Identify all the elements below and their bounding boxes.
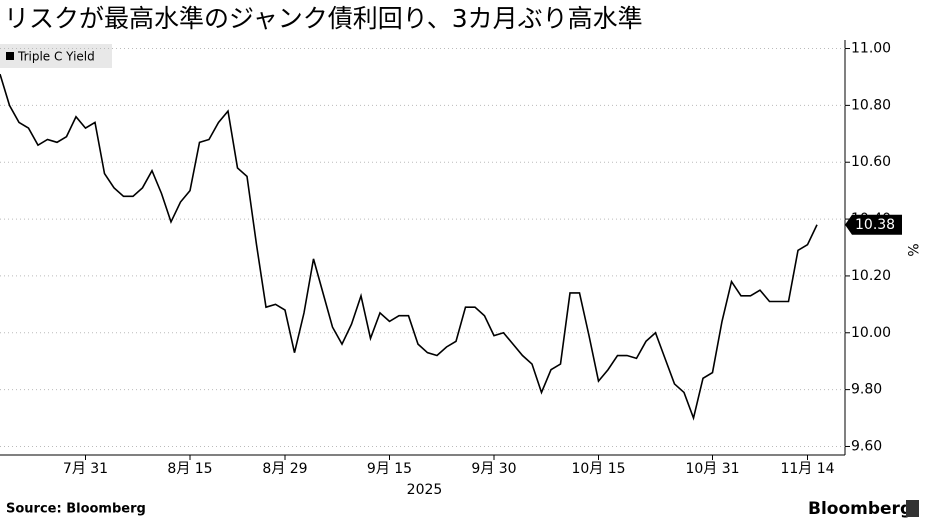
x-tick-label: 8月 15 — [167, 461, 212, 477]
y-tick-label: 10.80 — [851, 97, 891, 113]
brand-icon — [906, 500, 919, 517]
legend-label: Triple C Yield — [17, 50, 95, 64]
y-tick-label: 9.80 — [851, 382, 882, 398]
line — [0, 73, 818, 421]
brand: Bloomberg — [808, 499, 912, 519]
y-tick-label: 11.00 — [851, 41, 891, 57]
x-tick-label: 10月 15 — [571, 461, 625, 477]
y-tick-label: 10.00 — [851, 325, 891, 341]
last-value-label: 10.38 — [855, 217, 895, 233]
x-tick-label: 8月 29 — [262, 461, 307, 477]
x-tick-label: 9月 30 — [471, 461, 516, 477]
y-unit: % — [904, 243, 920, 256]
y-tick-label: 10.20 — [851, 268, 891, 284]
x-tick-label: 7月 31 — [63, 461, 108, 477]
y-tick-label: 9.60 — [851, 438, 882, 454]
y-tick-label: 10.60 — [851, 154, 891, 170]
legend-box — [0, 44, 112, 68]
chart-title: リスクが最高水準のジャンク債利回り、3カ月ぶり高水準 — [4, 4, 643, 33]
x-tick-label: 9月 15 — [367, 461, 412, 477]
last-value-box — [845, 214, 902, 235]
legend-swatch — [6, 52, 14, 60]
x-tick-label: 11月 14 — [780, 461, 834, 477]
x-axis-label: 2025 — [407, 482, 443, 498]
x-tick-label: 10月 31 — [685, 461, 739, 477]
source: Source: Bloomberg — [6, 502, 146, 517]
